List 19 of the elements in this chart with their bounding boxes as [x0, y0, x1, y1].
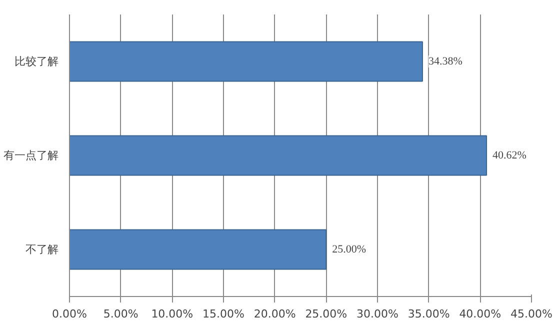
- data-label: 25.00%: [332, 244, 366, 256]
- x-tick-label: 10.00%: [151, 308, 194, 320]
- x-tick-label: 0.00%: [52, 308, 87, 320]
- y-tick-label: 有一点了解: [4, 149, 58, 162]
- x-tick-label: 15.00%: [202, 308, 244, 320]
- x-tick-label: 20.00%: [254, 308, 296, 320]
- y-tick-label: 不了解: [26, 243, 58, 256]
- x-tick-label: 40.00%: [459, 308, 502, 320]
- bar: [70, 41, 423, 82]
- x-tick-label: 25.00%: [305, 308, 348, 320]
- x-tick-label: 35.00%: [408, 308, 450, 320]
- data-label: 34.38%: [428, 56, 462, 68]
- bar: [70, 135, 488, 176]
- y-tick-label: 比较了解: [14, 55, 58, 68]
- data-label: 40.62%: [492, 150, 526, 162]
- x-tick-label: 45.00%: [510, 308, 552, 320]
- bar: [70, 229, 327, 270]
- x-tick-label: 5.00%: [103, 308, 138, 320]
- x-tick-label: 30.00%: [356, 308, 398, 320]
